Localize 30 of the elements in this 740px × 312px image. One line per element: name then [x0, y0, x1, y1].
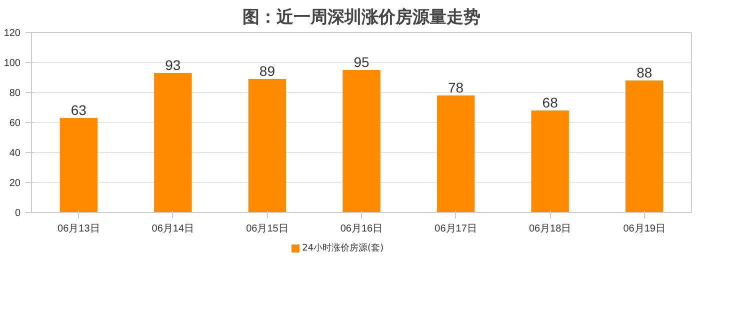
y-tick-label: 100 — [4, 58, 21, 69]
legend-label: 24小时涨价房源(套) — [302, 242, 384, 254]
data-label: 63 — [70, 102, 87, 118]
data-label: 93 — [165, 57, 181, 73]
y-tick-label: 0 — [14, 208, 21, 219]
data-label: 89 — [259, 63, 276, 79]
bar — [342, 70, 380, 212]
x-tick-label: 06月15日 — [246, 224, 288, 234]
bar — [626, 80, 664, 212]
x-tick-label: 06月13日 — [58, 224, 100, 234]
data-label: 78 — [448, 80, 464, 96]
bar — [60, 118, 98, 212]
y-tick-label: 20 — [9, 178, 21, 189]
data-label: 68 — [542, 94, 558, 110]
data-label: 88 — [636, 64, 652, 80]
bar — [154, 73, 192, 212]
x-tick-label: 06月17日 — [434, 224, 477, 234]
x-tick-label: 06月16日 — [340, 224, 383, 234]
x-tick-label: 06月18日 — [528, 224, 572, 234]
y-tick-label: 60 — [9, 118, 21, 129]
y-tick-label: 120 — [4, 28, 21, 39]
bar — [531, 110, 569, 212]
chart-title: 图：近一周深圳涨价房源量走势 — [242, 8, 480, 28]
bar — [248, 79, 286, 212]
data-label: 95 — [354, 54, 370, 70]
y-tick-label: 80 — [9, 88, 21, 99]
bar — [436, 96, 475, 212]
y-tick-label: 40 — [9, 148, 21, 159]
x-tick-label: 06月14日 — [152, 224, 194, 234]
x-tick-label: 06月19日 — [623, 224, 666, 234]
